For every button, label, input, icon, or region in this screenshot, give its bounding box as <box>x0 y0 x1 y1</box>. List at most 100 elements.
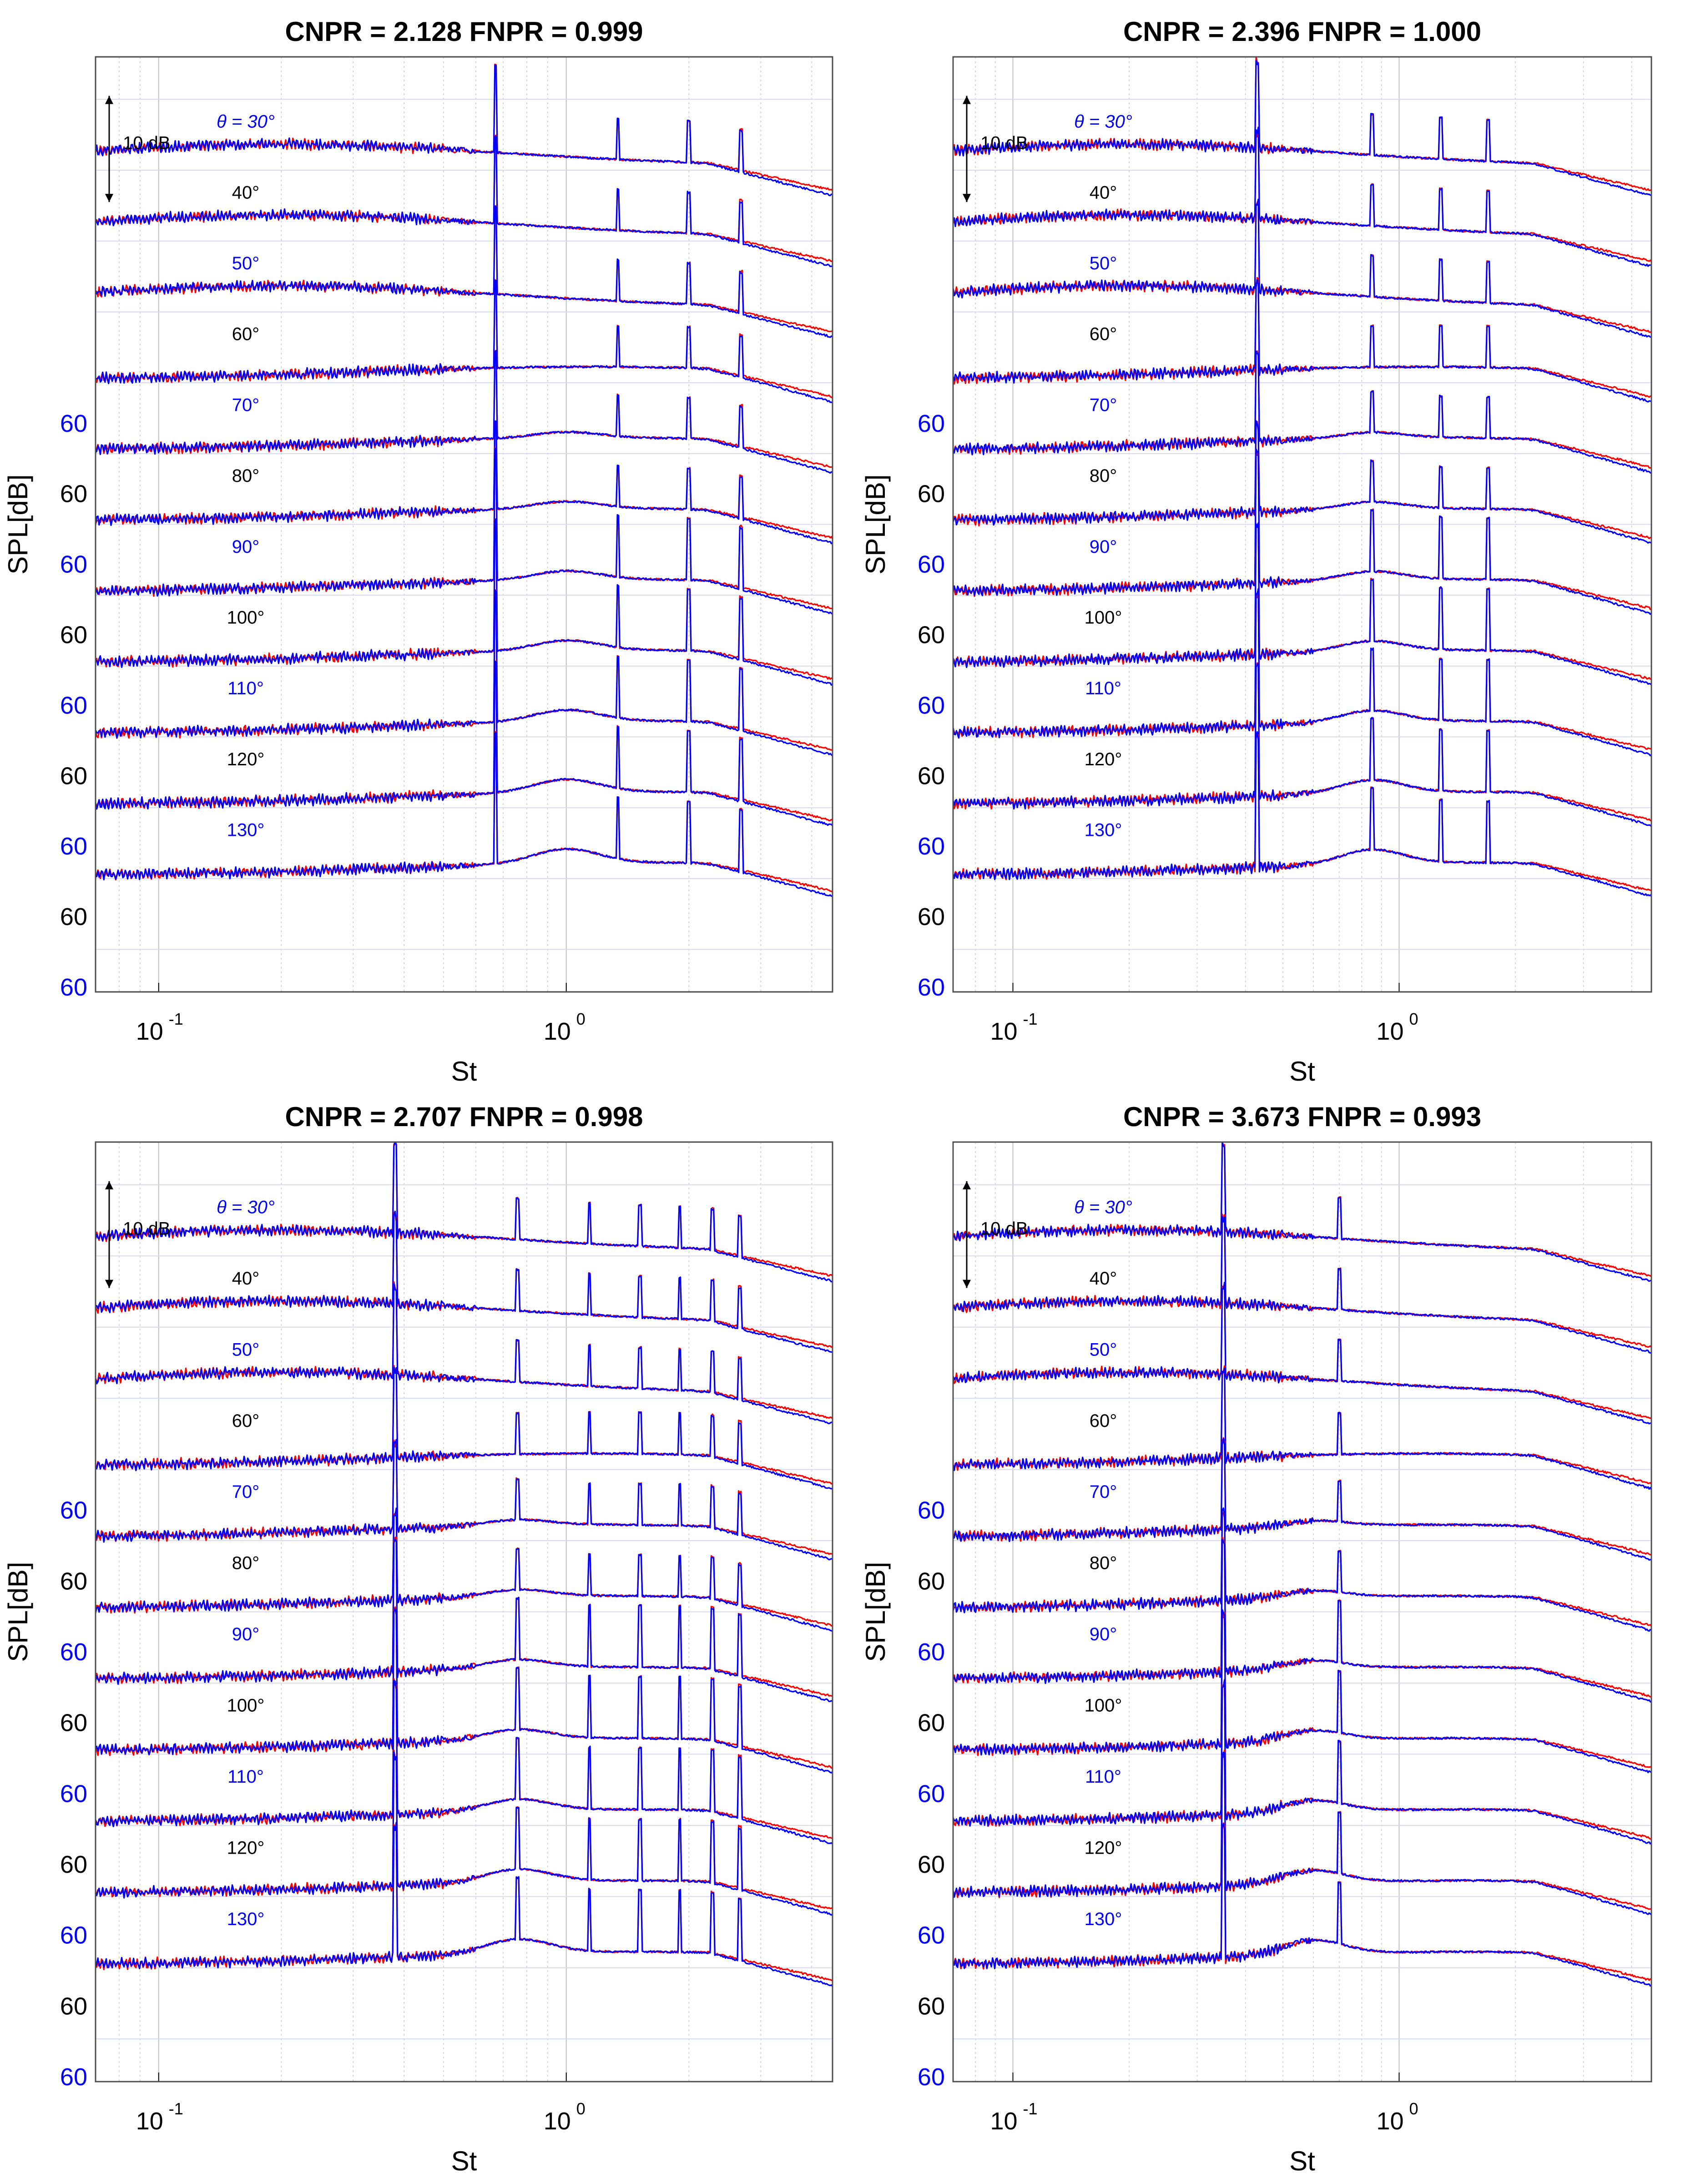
panel-title: CNPR = 2.396 FNPR = 1.000 <box>1123 16 1481 47</box>
y-tick-label: 60 <box>918 1638 945 1666</box>
axes-frame <box>95 1141 833 2083</box>
blue-spectrum-8 <box>952 522 1652 686</box>
blue-spectrum-6 <box>952 1507 1652 1632</box>
angle-label: 70° <box>232 1482 260 1502</box>
y-tick-label: 60 <box>918 551 945 578</box>
blue-spectrum-5 <box>95 350 833 474</box>
y-tick-label: 60 <box>60 1992 87 2020</box>
y-axis-label: SPL[dB] <box>860 1562 891 1662</box>
y-axis-label: SPL[dB] <box>860 474 891 574</box>
x-tick-exponent: -1 <box>169 2099 183 2118</box>
y-tick-label: 60 <box>918 1497 945 1524</box>
angle-label: 120° <box>1085 749 1122 769</box>
blue-spectrum-9 <box>95 589 833 757</box>
y-tick-label: 60 <box>60 1567 87 1595</box>
y-tick-label: 60 <box>918 762 945 789</box>
x-tick-exponent: -1 <box>1023 2099 1038 2118</box>
angle-label: 100° <box>1085 607 1122 627</box>
blue-spectrum-8 <box>95 518 833 686</box>
y-tick-label: 60 <box>918 833 945 860</box>
y-tick-label: 60 <box>60 551 87 578</box>
blue-spectrum-7 <box>952 448 1652 615</box>
angle-label: 50° <box>232 253 260 273</box>
blue-spectrum-2 <box>95 136 833 268</box>
scale-bar-label: 10 dB <box>980 1218 1028 1239</box>
y-tick-label: 60 <box>918 621 945 648</box>
angle-label: 110° <box>1085 678 1121 698</box>
blue-spectrum-9 <box>95 1679 833 1845</box>
blue-spectrum-3 <box>95 205 833 338</box>
blue-spectrum-11 <box>95 732 833 897</box>
angle-label: 40° <box>232 1269 260 1289</box>
x-axis-label: St <box>1289 2146 1315 2176</box>
x-axis-label: St <box>451 2146 477 2176</box>
x-tick-label: 10 <box>990 1018 1017 1045</box>
y-tick-label: 60 <box>918 2063 945 2091</box>
blue-spectrum-6 <box>95 1507 833 1632</box>
angle-label: 100° <box>227 607 265 627</box>
angle-label: 100° <box>227 1696 265 1716</box>
blue-spectrum-7 <box>95 447 833 615</box>
angle-label: 110° <box>227 1767 264 1787</box>
angle-label: 50° <box>1090 253 1117 273</box>
y-tick-label: 60 <box>60 903 87 930</box>
scale-bar-arrow-up <box>105 96 113 104</box>
y-tick-label: 60 <box>918 410 945 437</box>
panel-title: CNPR = 2.128 FNPR = 0.999 <box>285 16 643 47</box>
y-tick-label: 60 <box>60 1922 87 1949</box>
angle-label: 60° <box>1090 1411 1117 1431</box>
blue-spectrum-7 <box>95 1538 833 1702</box>
blue-spectrum-5 <box>952 350 1652 474</box>
angle-label: 100° <box>1085 1696 1122 1716</box>
angle-label: 130° <box>1085 820 1122 840</box>
y-tick-label: 60 <box>918 1780 945 1807</box>
panel-1: 10 -1 10 0 60 60 60 60 60 60 60 60 60 θ = 30° 40° 50° 60… <box>3 16 833 1087</box>
y-tick-label: 60 <box>918 1567 945 1595</box>
y-axis-label: SPL[dB] <box>3 474 33 574</box>
angle-label: 120° <box>227 749 265 769</box>
blue-spectrum-11 <box>953 1823 1652 1987</box>
blue-spectrum-10 <box>952 662 1652 827</box>
y-tick-label: 60 <box>60 1709 87 1737</box>
blue-spectrum-10 <box>95 661 833 827</box>
blue-spectrum-5 <box>952 1438 1652 1561</box>
blue-spectrum-8 <box>953 1609 1652 1774</box>
blue-spectrum-1 <box>95 1141 833 1283</box>
x-tick-exponent: 0 <box>576 1010 585 1028</box>
scale-bar-label: 10 dB <box>980 133 1028 153</box>
angle-label: 40° <box>232 182 260 202</box>
angle-label: 110° <box>227 678 264 698</box>
angle-label: 130° <box>227 820 265 840</box>
panel-4: 10 -1 10 0 60 60 60 60 60 60 60 60 60 θ = 30° 40° 50° 60… <box>860 1102 1652 2176</box>
angle-label: θ = 30° <box>217 1197 275 1217</box>
angle-label: 60° <box>1090 324 1117 344</box>
x-tick-exponent: -1 <box>1023 1010 1038 1028</box>
blue-spectrum-9 <box>952 1679 1652 1845</box>
angle-label: 110° <box>1085 1767 1121 1787</box>
angle-label: 50° <box>232 1340 260 1360</box>
angle-label: 50° <box>1090 1340 1117 1360</box>
scale-bar-arrow-up <box>105 1181 113 1190</box>
axes-frame <box>952 56 1652 993</box>
y-tick-label: 60 <box>918 974 945 1001</box>
scale-bar-label: 10 dB <box>123 1218 171 1239</box>
angle-label: 70° <box>1090 395 1117 415</box>
angle-label: θ = 30° <box>1074 1197 1132 1217</box>
blue-spectrum-1 <box>95 64 833 197</box>
x-tick-label: 10 <box>544 1018 571 1045</box>
blue-spectrum-3 <box>95 1283 833 1425</box>
blue-spectrum-10 <box>95 1751 833 1916</box>
y-tick-label: 60 <box>60 974 87 1001</box>
y-tick-label: 60 <box>60 833 87 860</box>
y-tick-label: 60 <box>918 480 945 508</box>
y-tick-label: 60 <box>60 480 87 508</box>
axes-frame <box>95 56 833 993</box>
panel-title: CNPR = 2.707 FNPR = 0.998 <box>285 1102 643 1132</box>
y-tick-label: 60 <box>60 410 87 437</box>
panel-3: 10 -1 10 0 60 60 60 60 60 60 60 60 60 θ = 30° 40° 50° 60… <box>3 1102 833 2176</box>
x-axis-label: St <box>1289 1056 1315 1087</box>
x-tick-label: 10 <box>990 2108 1017 2135</box>
angle-label: θ = 30° <box>1074 112 1132 132</box>
y-tick-label: 60 <box>60 692 87 719</box>
y-tick-label: 60 <box>60 621 87 648</box>
